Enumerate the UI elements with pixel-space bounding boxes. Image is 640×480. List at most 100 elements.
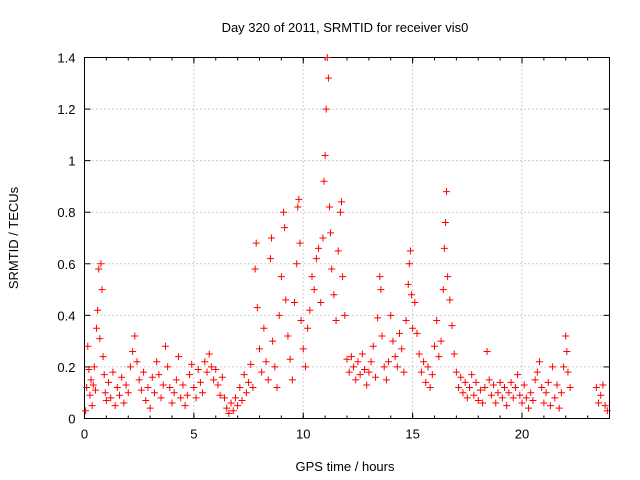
data-point <box>306 306 314 314</box>
data-point <box>227 399 235 407</box>
data-point <box>266 255 274 263</box>
data-point <box>179 381 187 389</box>
data-point <box>365 368 373 376</box>
y-tick-label: 1 <box>68 154 75 169</box>
data-point <box>97 260 105 268</box>
y-tick-label: 0.6 <box>57 257 75 272</box>
data-point <box>277 273 285 281</box>
data-point <box>496 378 504 386</box>
data-point <box>562 332 570 340</box>
data-point <box>503 402 511 410</box>
data-point <box>336 208 344 216</box>
data-points <box>82 54 611 417</box>
data-point <box>161 342 169 350</box>
data-point <box>109 368 117 376</box>
data-point <box>592 384 600 392</box>
data-point <box>170 389 178 397</box>
data-point <box>518 399 526 407</box>
data-point <box>240 371 248 379</box>
data-point <box>549 363 557 371</box>
data-point <box>284 332 292 340</box>
data-point <box>181 402 189 410</box>
data-point <box>146 404 154 412</box>
data-point <box>350 363 358 371</box>
data-point <box>324 74 332 82</box>
data-point <box>538 384 546 392</box>
data-point <box>468 371 476 379</box>
data-point <box>525 404 533 412</box>
data-point <box>196 378 204 386</box>
data-point <box>457 373 465 381</box>
data-point <box>252 239 260 247</box>
data-point <box>153 358 161 366</box>
data-point <box>540 399 548 407</box>
y-axis-label: SRMTID / TECUs <box>6 186 21 289</box>
data-point <box>199 389 207 397</box>
data-point <box>84 342 92 350</box>
data-point <box>603 407 611 415</box>
data-point <box>186 371 193 379</box>
data-point <box>501 384 508 392</box>
data-point <box>385 358 393 366</box>
data-point <box>175 353 183 361</box>
data-point <box>490 381 498 389</box>
data-point <box>192 394 200 402</box>
data-point <box>452 368 460 376</box>
data-point <box>99 353 107 361</box>
data-point <box>396 329 403 337</box>
data-point <box>188 360 196 368</box>
data-point <box>428 371 436 379</box>
data-point <box>310 286 318 294</box>
data-point <box>144 384 152 392</box>
data-point <box>440 244 448 252</box>
data-point <box>597 391 605 399</box>
data-point <box>102 396 110 404</box>
data-point <box>601 402 609 410</box>
data-point <box>551 394 559 402</box>
data-point <box>264 376 272 384</box>
data-point <box>507 378 515 386</box>
data-point <box>155 371 163 379</box>
data-point <box>326 203 333 211</box>
data-point <box>216 391 224 399</box>
data-point <box>444 273 452 281</box>
data-point <box>166 384 174 392</box>
y-tick-label: 1.4 <box>57 51 75 66</box>
data-point <box>238 396 246 404</box>
data-point <box>177 394 185 402</box>
data-point <box>299 345 307 353</box>
data-point <box>111 402 119 410</box>
data-point <box>435 353 443 361</box>
data-point <box>221 394 228 402</box>
data-point <box>94 306 102 314</box>
data-point <box>90 363 98 371</box>
data-point <box>413 329 421 337</box>
data-point <box>509 394 517 402</box>
data-point <box>212 366 220 374</box>
data-point <box>479 399 487 407</box>
axis-ticks: 0 5 10 15 20 0 0.2 0.4 0.6 0.8 1 1.2 1.4 <box>57 51 610 442</box>
data-point <box>95 265 103 273</box>
y-tick-label: 1.2 <box>57 102 75 117</box>
data-point <box>234 402 242 410</box>
data-point <box>236 384 244 392</box>
x-tick-label: 10 <box>296 427 310 442</box>
data-point <box>323 54 331 61</box>
data-point <box>294 203 302 211</box>
data-point <box>253 304 261 312</box>
data-point <box>194 366 202 374</box>
gridlines <box>84 57 610 419</box>
data-point <box>101 389 109 397</box>
data-point <box>249 384 257 392</box>
data-point <box>417 368 425 376</box>
data-point <box>288 376 296 384</box>
data-point <box>312 255 320 263</box>
data-point <box>131 332 139 340</box>
data-point <box>262 358 270 366</box>
data-point <box>137 386 145 394</box>
data-point <box>354 358 362 366</box>
data-point <box>317 298 325 306</box>
data-point <box>280 208 288 216</box>
data-point <box>529 396 537 404</box>
data-point <box>347 353 355 361</box>
